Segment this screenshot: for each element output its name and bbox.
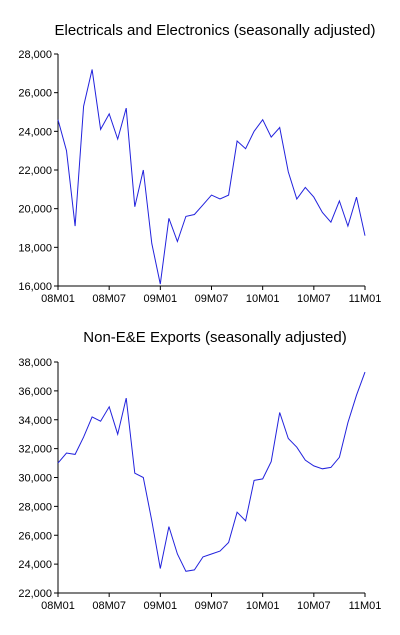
y-tick-label: 24,000 <box>18 126 52 138</box>
y-tick-label: 30,000 <box>18 473 52 485</box>
x-tick-label: 09M01 <box>144 293 178 305</box>
chart-1-title: Electricals and Electronics (seasonally … <box>55 22 376 39</box>
chart-electricals-electronics: Electricals and Electronics (seasonally … <box>0 0 400 310</box>
chart-2-svg: Non-E&E Exports (seasonally adjusted) 22,… <box>18 329 382 612</box>
y-tick-label: 36,000 <box>18 386 52 398</box>
x-tick-label: 11M01 <box>349 600 382 612</box>
y-tick-label: 22,000 <box>18 588 52 600</box>
chart-1-svg: Electricals and Electronics (seasonally … <box>18 22 382 305</box>
x-tick-label: 08M07 <box>92 293 126 305</box>
chart-2-series-line <box>57 371 366 572</box>
y-tick-label: 34,000 <box>18 415 52 427</box>
y-tick-label: 38,000 <box>18 357 52 369</box>
x-tick-label: 11M01 <box>349 293 382 305</box>
chart-2-title: Non-E&E Exports (seasonally adjusted) <box>83 329 346 346</box>
y-tick-label: 26,000 <box>18 88 52 100</box>
y-tick-label: 16,000 <box>18 281 52 293</box>
y-tick-label: 28,000 <box>18 501 52 513</box>
x-tick-label: 08M07 <box>92 600 126 612</box>
x-tick-label: 10M07 <box>297 600 331 612</box>
x-tick-label: 08M01 <box>41 600 75 612</box>
y-tick-label: 22,000 <box>18 165 52 177</box>
y-tick-label: 26,000 <box>18 530 52 542</box>
x-tick-label: 10M07 <box>297 293 331 305</box>
x-tick-label: 09M07 <box>195 293 229 305</box>
chart-non-ee-exports: Non-E&E Exports (seasonally adjusted) 22,… <box>0 318 400 628</box>
x-tick-label: 08M01 <box>41 293 75 305</box>
x-tick-label: 09M07 <box>195 600 229 612</box>
y-tick-label: 28,000 <box>18 49 52 61</box>
y-tick-label: 24,000 <box>18 559 52 571</box>
chart-1-series-line <box>57 69 366 285</box>
x-tick-label: 10M01 <box>246 293 280 305</box>
x-tick-label: 09M01 <box>144 600 178 612</box>
y-tick-label: 20,000 <box>18 204 52 216</box>
y-tick-label: 18,000 <box>18 242 52 254</box>
x-tick-label: 10M01 <box>246 600 280 612</box>
y-tick-label: 32,000 <box>18 444 52 456</box>
